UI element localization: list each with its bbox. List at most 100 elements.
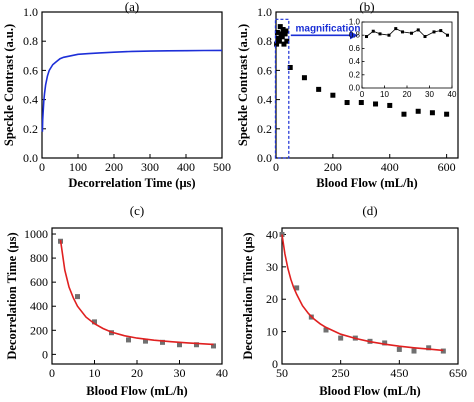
data-point <box>323 327 329 333</box>
x-tick-label: 0 <box>273 160 279 174</box>
panel-label: (d) <box>362 203 377 218</box>
plot-frame <box>281 227 459 365</box>
data-point <box>284 38 290 44</box>
magnification-label: magnification <box>295 23 360 34</box>
panel-d: (d) 50 250 450 650 0 10 20 30 40 Blood Flow (mL/h)… <box>241 203 467 398</box>
data-point <box>358 100 364 106</box>
inset-x-tick-label: 0 <box>360 90 365 99</box>
y-tick-label: 20 <box>266 292 278 306</box>
highlight-box <box>274 18 290 159</box>
data-point <box>177 342 182 348</box>
data-point <box>444 111 450 117</box>
fit-curve <box>59 239 214 346</box>
series-line <box>41 49 223 132</box>
inset-data-point <box>446 33 449 37</box>
panel-a: (a) 0 100 200 300 400 500 0.0 0.2 0.4 0.6 0.8 1.0 Dec… <box>2 0 231 190</box>
inset-y-tick-label: 1.0 <box>349 18 361 27</box>
y-tick-label: 30 <box>266 260 278 274</box>
data-point <box>440 348 446 354</box>
inset-data-point <box>394 27 398 31</box>
panel-label: (c) <box>130 203 144 218</box>
data-point <box>415 108 421 114</box>
inset-x-tick-label: 30 <box>425 90 434 99</box>
data-point <box>344 100 350 106</box>
data-point <box>396 346 402 352</box>
data-point <box>287 64 293 70</box>
y-tick-label: 0.4 <box>257 93 272 107</box>
callout-arrowhead <box>350 31 358 40</box>
inset-y-tick-label: 0.4 <box>349 57 361 66</box>
panel-label: (b) <box>359 0 374 14</box>
y-tick-label: 0 <box>272 357 278 371</box>
inset-data-point <box>423 35 427 39</box>
data-point <box>274 29 280 35</box>
inset-y-tick-label: 0.6 <box>349 44 361 53</box>
x-axis-title: Decorrelation Time (μs) <box>68 176 195 190</box>
y-axis-title: Speckle Contrast (a.u.) <box>2 24 16 146</box>
data-point <box>279 34 285 40</box>
x-tick-label: 450 <box>390 366 408 380</box>
data-point <box>401 111 407 117</box>
x-tick-label: 0 <box>39 160 45 174</box>
inset-data-point <box>371 29 375 33</box>
y-tick-label: 0.6 <box>257 63 272 77</box>
data-point <box>282 31 288 37</box>
y-tick-label: 0.0 <box>23 151 38 165</box>
x-tick-label: 250 <box>332 366 350 380</box>
y-tick-label: 40 <box>266 227 278 241</box>
y-tick-label: 0.8 <box>23 34 38 48</box>
y-tick-label: 0.8 <box>257 34 272 48</box>
data-point <box>283 28 289 34</box>
x-tick-label: 0 <box>49 366 55 380</box>
x-axis-title: Blood Flow (mL/h) <box>319 384 420 398</box>
inset-y-tick-label: 0.0 <box>349 84 361 93</box>
x-tick-label: 200 <box>105 160 123 174</box>
data-point <box>330 92 336 98</box>
data-point <box>274 41 280 47</box>
inset-data-point <box>365 35 368 39</box>
data-point <box>281 41 287 47</box>
data-point <box>387 102 393 108</box>
x-axis-title: Blood Flow (mL/h) <box>316 176 417 190</box>
y-tick-label: 0.0 <box>257 151 272 165</box>
y-axis-title: Decorrelation Time (μs) <box>5 232 19 359</box>
x-tick-label: 400 <box>381 160 399 174</box>
inset-x-tick-label: 20 <box>403 90 412 99</box>
y-axis-title: Decorrelation Time (μs) <box>241 232 255 359</box>
panel-label: (a) <box>125 0 139 14</box>
inset-data-point <box>410 31 413 35</box>
y-tick-label: 1.0 <box>23 5 38 19</box>
inset-y-tick-label: 0.8 <box>349 31 361 40</box>
y-tick-label: 800 <box>30 251 48 265</box>
y-tick-label: 600 <box>30 275 48 289</box>
inset-data-point <box>416 28 420 32</box>
plot-frame <box>275 11 459 159</box>
data-point <box>75 294 80 300</box>
inset-x-tick-label: 40 <box>448 90 457 99</box>
inset-y-tick-label: 0.2 <box>349 70 361 79</box>
data-point <box>279 231 285 237</box>
y-tick-label: 400 <box>30 299 48 313</box>
x-tick-label: 30 <box>174 366 186 380</box>
x-axis-title: Blood Flow (mL/h) <box>86 384 187 398</box>
inset-data-point <box>387 33 391 37</box>
y-tick-label: 200 <box>30 323 48 337</box>
data-point <box>275 35 281 41</box>
inset-data-point <box>432 30 436 34</box>
data-point <box>143 338 148 344</box>
x-tick-label: 400 <box>177 160 195 174</box>
y-tick-label: 0 <box>42 347 48 361</box>
inset-x-tick-label: 10 <box>380 90 389 99</box>
data-point <box>278 31 284 37</box>
x-tick-label: 500 <box>213 160 231 174</box>
y-tick-label: 0.4 <box>23 93 38 107</box>
data-point <box>316 86 322 92</box>
x-tick-label: 300 <box>141 160 159 174</box>
data-point <box>276 38 282 44</box>
y-tick-label: 0.2 <box>257 122 272 136</box>
inset-data-point <box>378 32 382 36</box>
y-tick-label: 1000 <box>24 227 48 241</box>
